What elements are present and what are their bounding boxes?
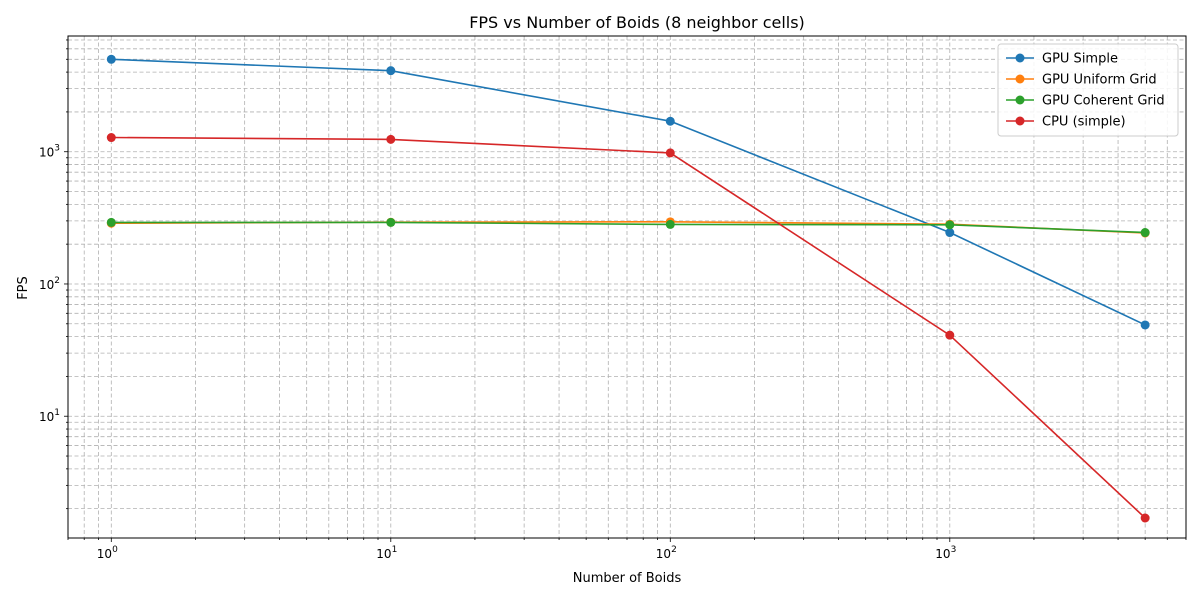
data-point-3 xyxy=(106,133,116,143)
legend-marker xyxy=(1015,116,1025,126)
legend-marker xyxy=(1015,53,1025,63)
chart-title: FPS vs Number of Boids (8 neighbor cells… xyxy=(469,13,805,32)
data-point-2 xyxy=(106,217,116,227)
legend-label: GPU Simple xyxy=(1042,52,1118,67)
data-point-0 xyxy=(106,54,116,64)
legend-label: GPU Coherent Grid xyxy=(1042,94,1165,109)
data-point-2 xyxy=(665,219,675,229)
legend-label: CPU (simple) xyxy=(1042,115,1126,130)
data-point-3 xyxy=(665,148,675,158)
data-point-0 xyxy=(1140,320,1150,330)
data-point-3 xyxy=(386,134,396,144)
legend: GPU Simple GPU Uniform Grid GPU Coherent G… xyxy=(997,43,1179,137)
y-tick-label: 102 xyxy=(39,276,60,292)
legend-marker xyxy=(1015,74,1025,84)
data-point-2 xyxy=(1140,228,1150,238)
y-tick-label: 103 xyxy=(39,144,60,160)
data-point-0 xyxy=(386,66,396,76)
data-point-0 xyxy=(665,116,675,126)
legend-marker xyxy=(1015,95,1025,105)
legend-label: GPU Uniform Grid xyxy=(1042,73,1157,88)
data-point-3 xyxy=(1140,513,1150,523)
y-axis-label: FPS xyxy=(16,276,31,300)
legend-box xyxy=(997,43,1179,137)
series-layer xyxy=(106,54,1150,523)
data-point-0 xyxy=(945,228,955,238)
x-tick-label: 103 xyxy=(935,545,956,561)
y-tick-label: 101 xyxy=(39,408,60,424)
data-point-3 xyxy=(945,330,955,340)
x-tick-label: 100 xyxy=(97,545,118,561)
x-tick-label: 101 xyxy=(376,545,397,561)
data-point-2 xyxy=(386,217,396,227)
tick-layer: 100 101 102 103 101 102 103 xyxy=(39,39,1187,561)
x-axis-label: Number of Boids xyxy=(573,571,682,586)
data-point-2 xyxy=(945,220,955,230)
x-tick-label: 102 xyxy=(656,545,677,561)
